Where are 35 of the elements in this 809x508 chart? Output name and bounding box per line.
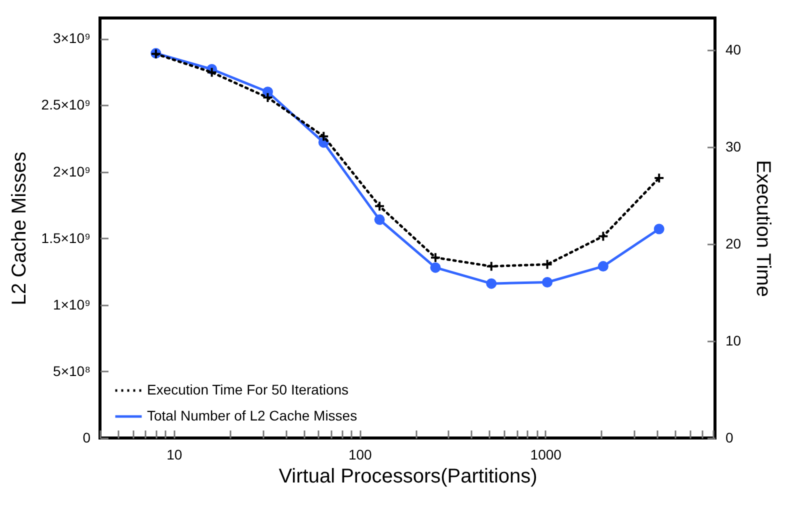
y2-tick-label: 20: [726, 236, 742, 252]
y-tick-label: 3×10⁹: [52, 30, 91, 46]
y-tick-label: 5×10⁸: [53, 362, 91, 379]
y2-tick-label: 40: [726, 42, 742, 58]
y-tick-label: 1.5×10⁹: [41, 230, 90, 246]
point: [374, 200, 386, 212]
y2-tick-label: 10: [726, 332, 742, 348]
y-tick-label: 0: [82, 430, 91, 446]
point: [486, 260, 497, 272]
x-axis-title: Virtual Processors(Partitions): [278, 466, 538, 488]
legend-label: Total Number of L2 Cache Misses: [147, 408, 358, 424]
y2-tick-label: 30: [726, 138, 742, 155]
point: [206, 66, 218, 78]
point: [486, 278, 497, 289]
point: [430, 252, 441, 264]
point: [654, 224, 664, 234]
legend-label: Execution Time For 50 Iterations: [147, 382, 349, 398]
point: [598, 230, 609, 242]
point: [542, 258, 553, 270]
y-tick-label: 1×10⁹: [52, 296, 91, 312]
y2-axis-title: Execution Time: [752, 160, 774, 297]
point: [374, 214, 385, 225]
point: [654, 172, 665, 184]
x-tick-label: 10: [166, 446, 182, 462]
point: [598, 261, 608, 272]
y2-tick-label: 0: [726, 430, 734, 446]
y-axis-title: L2 Cache Misses: [8, 152, 30, 306]
point: [318, 130, 330, 142]
point: [262, 92, 274, 104]
x-tick-label: 100: [348, 446, 372, 462]
x-tick-label: 1000: [530, 446, 562, 462]
y-tick-label: 2.5×10⁹: [41, 96, 90, 113]
point: [542, 277, 553, 288]
point: [430, 262, 441, 273]
y-tick-label: 2×10⁹: [52, 163, 91, 180]
